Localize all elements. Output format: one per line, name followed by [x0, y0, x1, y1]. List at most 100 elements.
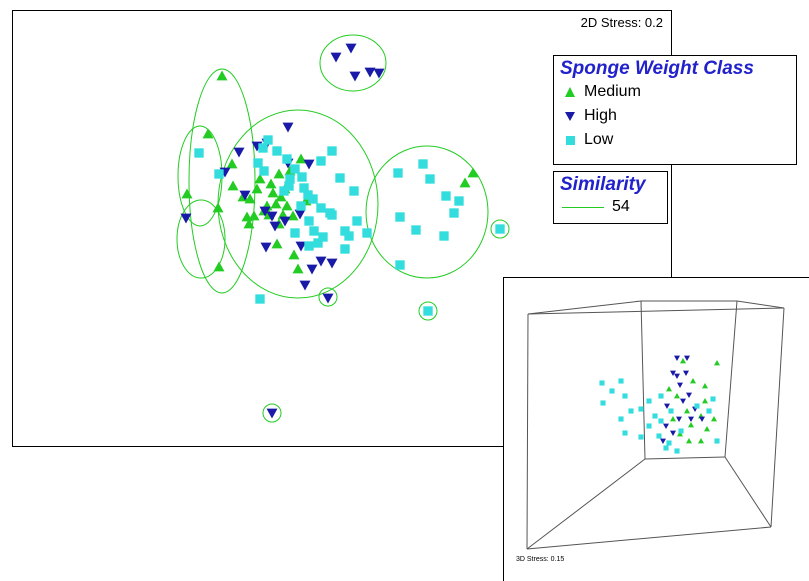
- point-medium-31: [459, 177, 471, 188]
- point3d-low-4: [600, 400, 606, 406]
- point-low-43: [290, 228, 300, 238]
- point-low-25: [352, 216, 362, 226]
- point3d-medium-4: [670, 416, 676, 422]
- point-low-24: [349, 186, 359, 196]
- point3d-low-5: [628, 408, 634, 414]
- legend-entry-low: Low: [554, 128, 796, 152]
- 3d-ordination-inset: 3D Stress: 0.15: [503, 277, 809, 581]
- cube-edge-11: [724, 456, 772, 528]
- point-low-35: [454, 196, 464, 206]
- point-low-33: [411, 225, 421, 235]
- point-high-20: [306, 264, 318, 275]
- point-medium-11: [251, 183, 263, 194]
- cube-edge-8: [527, 300, 642, 315]
- point-low-4: [253, 158, 263, 168]
- point3d-medium-10: [714, 360, 720, 366]
- similarity-legend: Similarity 54: [553, 171, 668, 224]
- similarity-title: Similarity: [560, 174, 646, 195]
- cube-edge-7: [644, 456, 726, 460]
- similarity-entry: 54: [554, 196, 667, 218]
- point-low-44: [303, 190, 313, 200]
- point3d-low-24: [714, 438, 720, 444]
- point3d-high-15: [683, 370, 689, 376]
- similarity-contour-1: [188, 68, 256, 294]
- point-low-16: [304, 216, 314, 226]
- point-medium-2: [202, 128, 214, 139]
- point-low-31: [425, 174, 435, 184]
- legend-label-high: High: [584, 107, 617, 124]
- point-medium-34: [243, 218, 255, 229]
- point-high-10: [303, 159, 315, 170]
- point3d-high-4: [686, 392, 692, 398]
- point-low-7: [282, 154, 292, 164]
- point-low-13: [308, 194, 318, 204]
- point-medium-27: [288, 249, 300, 260]
- point3d-high-11: [699, 416, 705, 422]
- point-low-34: [441, 191, 451, 201]
- point-high-16: [260, 242, 272, 253]
- point-medium-26: [287, 210, 299, 221]
- legend-entry-medium: Medium: [554, 80, 796, 104]
- point3d-low-14: [694, 403, 700, 409]
- point-low-20: [304, 241, 314, 251]
- point3d-medium-1: [690, 378, 696, 384]
- point3d-low-6: [638, 406, 644, 412]
- legend-entry-high: High: [554, 104, 796, 128]
- point-medium-3: [212, 202, 224, 213]
- point-low-8: [290, 164, 300, 174]
- point3d-high-10: [670, 430, 676, 436]
- similarity-contour-6: [490, 219, 510, 239]
- point-medium-28: [292, 263, 304, 274]
- cube-edge-10: [526, 458, 646, 550]
- similarity-contour-9: [262, 403, 282, 423]
- 2d-scatter-canvas: [176, 34, 510, 423]
- cube-edge-5: [640, 300, 646, 460]
- square-icon: [566, 136, 575, 145]
- point-medium-4: [213, 261, 225, 272]
- point-medium-6: [227, 180, 239, 191]
- point-high-1: [345, 43, 357, 54]
- cube-edge-6: [724, 300, 738, 458]
- point3d-medium-12: [666, 386, 672, 392]
- point-low-0: [194, 148, 204, 158]
- point-medium-17: [267, 187, 279, 198]
- point-low-17: [309, 226, 319, 236]
- point-medium-1: [181, 188, 193, 199]
- point-high-24: [266, 211, 278, 222]
- point-low-29: [393, 168, 403, 178]
- cube-edge-1: [770, 307, 785, 528]
- point-medium-19: [271, 238, 283, 249]
- point-low-40: [423, 306, 433, 316]
- 3d-scatter-canvas: [526, 300, 785, 550]
- point3d-medium-15: [702, 383, 708, 389]
- point3d-high-12: [660, 438, 666, 444]
- point-low-46: [362, 228, 372, 238]
- point3d-low-0: [599, 380, 605, 386]
- cube-edge-3: [526, 313, 529, 550]
- legend-title: Sponge Weight Class: [560, 58, 754, 79]
- point3d-medium-14: [686, 438, 692, 444]
- legend-label-medium: Medium: [584, 83, 641, 100]
- similarity-contour-3: [176, 199, 226, 279]
- point-medium-18: [270, 198, 282, 209]
- point3d-low-2: [618, 378, 624, 384]
- point-low-38: [395, 260, 405, 270]
- similarity-contour-8: [418, 301, 438, 321]
- point-medium-21: [275, 191, 287, 202]
- point3d-low-20: [674, 448, 680, 454]
- point3d-low-21: [658, 393, 664, 399]
- point-medium-9: [244, 193, 256, 204]
- point-low-45: [284, 181, 294, 191]
- point-low-19: [313, 238, 323, 248]
- point-low-39: [495, 224, 505, 234]
- point3d-medium-11: [702, 398, 708, 404]
- point3d-medium-8: [704, 426, 710, 432]
- point-low-42: [327, 210, 337, 220]
- point3d-medium-9: [711, 416, 717, 422]
- point-medium-5: [226, 158, 238, 169]
- point-low-14: [316, 203, 326, 213]
- point-low-11: [279, 186, 289, 196]
- point-low-21: [327, 146, 337, 156]
- point-low-3: [263, 135, 273, 145]
- point-low-37: [439, 231, 449, 241]
